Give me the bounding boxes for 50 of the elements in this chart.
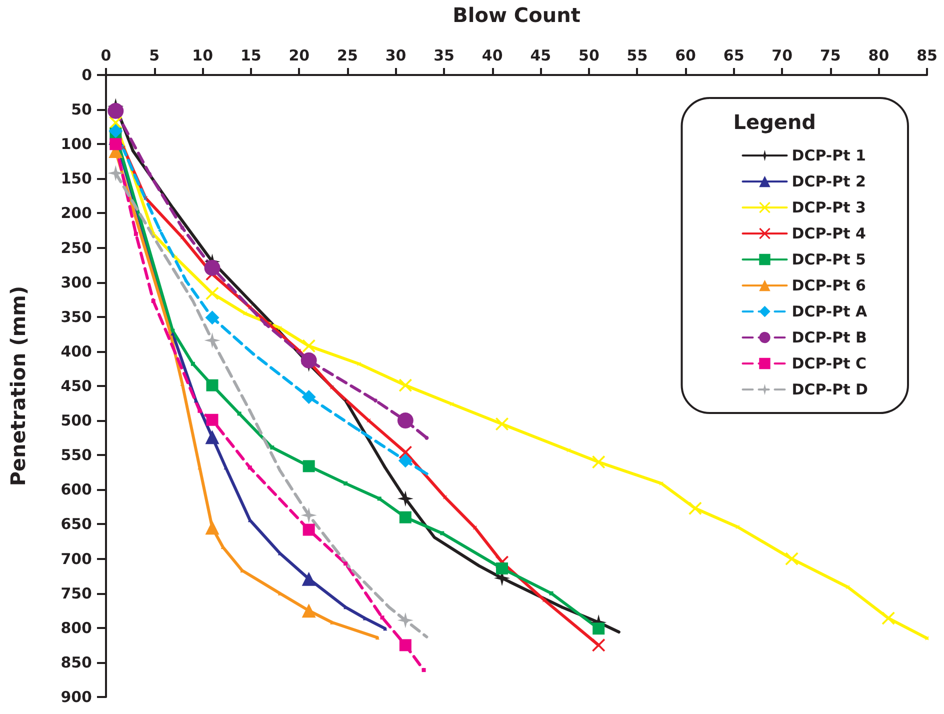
x-tick-label: 65 (723, 46, 744, 64)
x-tick-label: 85 (916, 46, 938, 64)
x-tick-label: 15 (240, 46, 262, 64)
y-tick-label: 250 (60, 238, 92, 257)
legend-label: DCP-Pt 2 (792, 172, 866, 190)
y-tick-label: 800 (60, 618, 92, 637)
legend-label: DCP-Pt 1 (792, 146, 866, 164)
legend-label: DCP-Pt 4 (792, 224, 866, 242)
x-tick-label: 5 (149, 46, 160, 64)
legend-label: DCP-Pt B (792, 328, 867, 346)
x-tick-label: 70 (772, 46, 793, 64)
y-tick-label: 50 (71, 100, 92, 119)
legend-title: Legend (733, 110, 816, 134)
y-tick-label: 750 (60, 584, 92, 602)
y-tick-label: 350 (60, 308, 92, 326)
legend-label: DCP-Pt 3 (792, 198, 866, 216)
x-tick-label: 75 (820, 46, 841, 64)
y-tick-label: 450 (60, 377, 92, 395)
y-tick-label: 200 (60, 204, 92, 222)
x-tick-label: 45 (530, 46, 552, 64)
x-tick-label: 55 (626, 46, 648, 64)
legend-label: DCP-Pt D (792, 380, 868, 398)
y-axis-title: Penetration (mm) (6, 286, 30, 486)
y-tick-label: 850 (60, 653, 92, 672)
x-tick-label: 50 (578, 46, 600, 64)
x-tick-label: 40 (482, 46, 503, 64)
x-tick-label: 30 (385, 46, 406, 64)
x-tick-label: 80 (868, 46, 890, 64)
y-tick-label: 600 (60, 480, 92, 499)
y-tick-label: 550 (60, 446, 92, 464)
x-tick-label: 0 (100, 46, 112, 64)
x-axis-title: Blow Count (452, 3, 581, 27)
y-tick-label: 700 (60, 550, 92, 568)
y-tick-label: 100 (60, 135, 92, 154)
y-tick-label: 900 (60, 688, 92, 706)
x-tick-label: 35 (434, 46, 454, 64)
y-tick-label: 0 (82, 66, 92, 84)
x-tick-label: 60 (675, 46, 696, 64)
x-tick-label: 20 (288, 46, 310, 64)
legend-label: DCP-Pt A (792, 302, 868, 320)
y-tick-label: 650 (60, 515, 92, 534)
y-tick-label: 300 (60, 273, 92, 292)
legend-label: DCP-Pt C (792, 354, 867, 372)
legend-label: DCP-Pt 6 (792, 276, 866, 294)
y-tick-label: 150 (60, 170, 92, 188)
y-tick-label: 500 (60, 412, 92, 430)
legend-label: DCP-Pt 5 (792, 250, 866, 268)
x-tick-label: 10 (192, 46, 214, 64)
y-tick-label: 400 (60, 342, 92, 360)
x-tick-label: 25 (337, 46, 358, 64)
